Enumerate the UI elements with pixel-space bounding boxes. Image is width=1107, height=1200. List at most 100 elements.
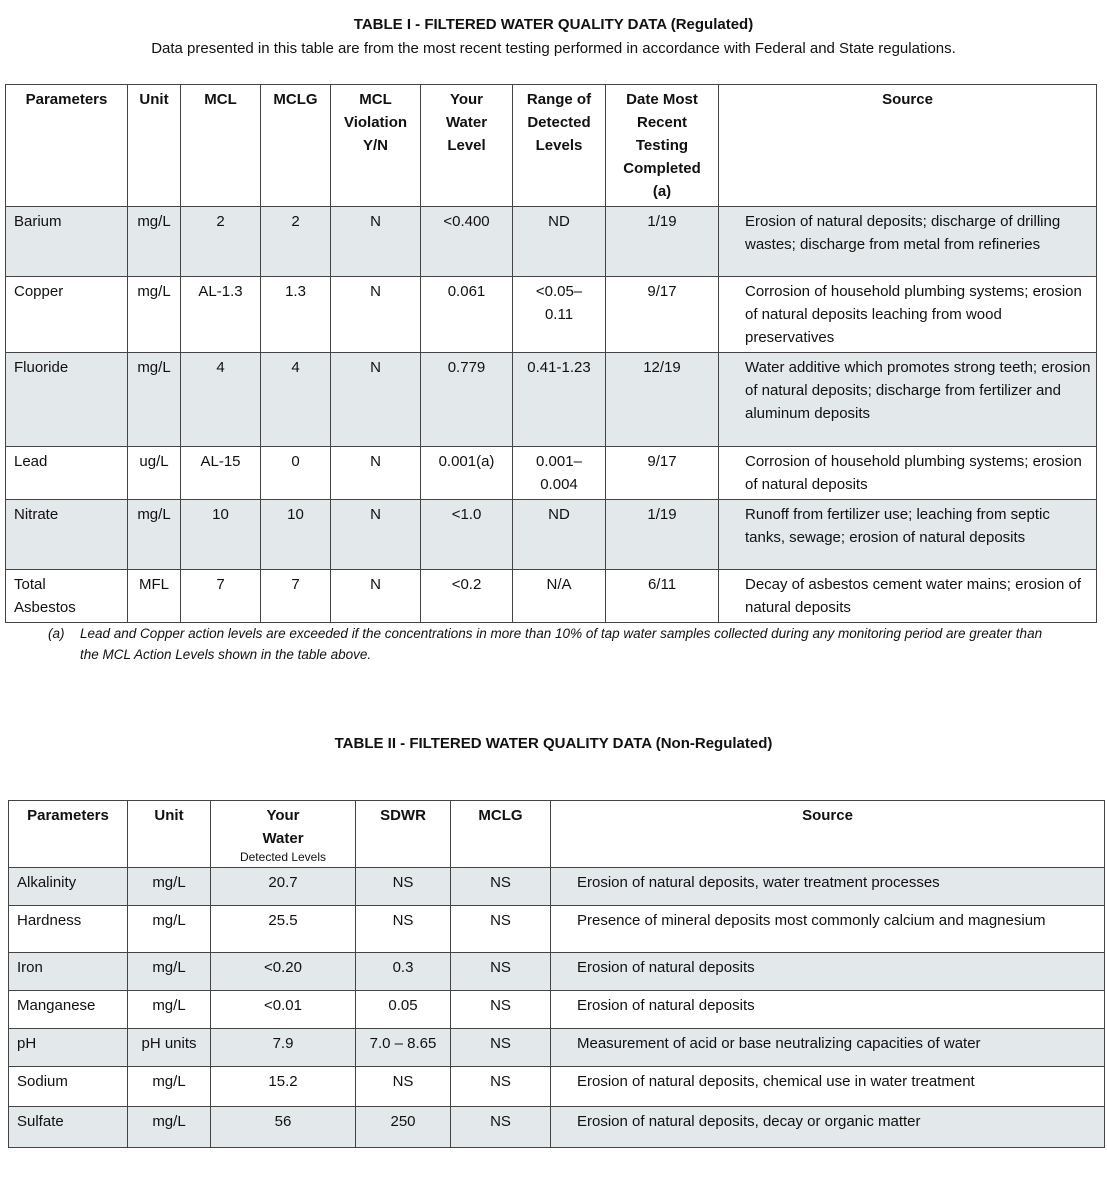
cell-your-water-level: <1.0 xyxy=(420,499,513,570)
cell-unit: mg/L xyxy=(127,905,211,953)
header-your-water-sublabel: Detected Levels xyxy=(239,850,327,864)
table-row: Total Asbestos MFL 7 7 N <0.2 N/A 6/11 Decay of … xyxy=(5,569,1097,623)
cell-parameters: Hardness xyxy=(8,905,128,953)
cell-your-water: 20.7 xyxy=(210,867,356,906)
cell-mcl: 7 xyxy=(180,569,261,623)
table-row: Alkalinity mg/L 20.7 NS NS Erosion of natural… xyxy=(8,867,1105,906)
cell-source: Runoff from fertilizer use; leaching fro… xyxy=(718,499,1097,570)
table2-title: TABLE II - FILTERED WATER QUALITY DATA (… xyxy=(334,735,773,752)
table1-title: TABLE I - FILTERED WATER QUALITY DATA (R… xyxy=(353,16,754,33)
footnote-text: Lead and Copper action levels are exceed… xyxy=(80,626,1043,662)
cell-mcl-violation: N xyxy=(330,569,421,623)
cell-source: Erosion of natural deposits xyxy=(550,952,1105,991)
header-sdwr: SDWR xyxy=(355,800,451,868)
cell-sdwr: 250 xyxy=(355,1106,451,1148)
cell-your-water-level: <0.2 xyxy=(420,569,513,623)
table-row: Copper mg/L AL-1.3 1.3 N 0.061 <0.05– 0.11 9/17… xyxy=(5,276,1097,353)
cell-mcl-violation: N xyxy=(330,446,421,500)
cell-unit: mg/L xyxy=(127,867,211,906)
cell-date-tested: 9/17 xyxy=(605,446,719,500)
cell-range-detected: <0.05– 0.11 xyxy=(512,276,606,353)
header-mcl: MCL xyxy=(180,84,261,207)
cell-your-water: 25.5 xyxy=(210,905,356,953)
cell-parameters: Fluoride xyxy=(5,352,128,447)
cell-mclg: NS xyxy=(450,990,551,1029)
cell-range-detected: ND xyxy=(512,499,606,570)
cell-mclg: NS xyxy=(450,905,551,953)
cell-your-water: 15.2 xyxy=(210,1066,356,1107)
footnote-marker: (a) xyxy=(48,626,65,641)
table-row: Hardness mg/L 25.5 NS NS Presence of mineral … xyxy=(8,905,1105,953)
cell-range-detected: ND xyxy=(512,206,606,277)
cell-mclg: 10 xyxy=(260,499,331,570)
cell-unit: mg/L xyxy=(127,1066,211,1107)
cell-sdwr: 0.3 xyxy=(355,952,451,991)
cell-source: Measurement of acid or base neutralizing… xyxy=(550,1028,1105,1067)
cell-unit: ug/L xyxy=(127,446,181,500)
cell-source: Erosion of natural deposits, chemical us… xyxy=(550,1066,1105,1107)
table-row: pH pH units 7.9 7.0 – 8.65 NS Measurement of … xyxy=(8,1028,1105,1067)
cell-mcl-violation: N xyxy=(330,276,421,353)
cell-source: Corrosion of household plumbing systems;… xyxy=(718,276,1097,353)
cell-sdwr: NS xyxy=(355,867,451,906)
cell-source: Erosion of natural deposits xyxy=(550,990,1105,1029)
cell-your-water-level: 0.001(a) xyxy=(420,446,513,500)
cell-unit: MFL xyxy=(127,569,181,623)
cell-mclg: NS xyxy=(450,952,551,991)
cell-range-detected: N/A xyxy=(512,569,606,623)
table-row: Nitrate mg/L 10 10 N <1.0 ND 1/19 Runoff from fe… xyxy=(5,499,1097,570)
cell-mclg: NS xyxy=(450,867,551,906)
cell-mclg: 1.3 xyxy=(260,276,331,353)
cell-your-water-level: 0.779 xyxy=(420,352,513,447)
header-source: Source xyxy=(550,800,1105,868)
cell-source: Corrosion of household plumbing systems;… xyxy=(718,446,1097,500)
header-mclg: MCLG xyxy=(260,84,331,207)
cell-your-water: <0.01 xyxy=(210,990,356,1029)
cell-mclg: 0 xyxy=(260,446,331,500)
cell-unit: mg/L xyxy=(127,352,181,447)
cell-your-water-level: 0.061 xyxy=(420,276,513,353)
cell-parameters: Lead xyxy=(5,446,128,500)
cell-mcl: 4 xyxy=(180,352,261,447)
cell-sdwr: 0.05 xyxy=(355,990,451,1029)
cell-mclg: NS xyxy=(450,1028,551,1067)
header-mcl-violation: MCL Violation Y/N xyxy=(330,84,421,207)
cell-source: Erosion of natural deposits; discharge o… xyxy=(718,206,1097,277)
header-your-water-level: Your Water Level xyxy=(420,84,513,207)
cell-date-tested: 1/19 xyxy=(605,206,719,277)
cell-source: Water additive which promotes strong tee… xyxy=(718,352,1097,447)
table-row: Barium mg/L 2 2 N <0.400 ND 1/19 Erosion of natu… xyxy=(5,206,1097,277)
cell-sdwr: NS xyxy=(355,1066,451,1107)
cell-parameters: Sodium xyxy=(8,1066,128,1107)
cell-source: Erosion of natural deposits, water treat… xyxy=(550,867,1105,906)
header-date-tested: Date Most Recent Testing Completed (a) xyxy=(605,84,719,207)
cell-unit: mg/L xyxy=(127,276,181,353)
table-row: Lead ug/L AL-15 0 N 0.001(a) 0.001– 0.004 9/17 C… xyxy=(5,446,1097,500)
cell-mcl: 2 xyxy=(180,206,261,277)
cell-mcl: 10 xyxy=(180,499,261,570)
cell-date-tested: 12/19 xyxy=(605,352,719,447)
cell-range-detected: 0.41-1.23 xyxy=(512,352,606,447)
header-parameters: Parameters xyxy=(5,84,128,207)
cell-parameters: Barium xyxy=(5,206,128,277)
header-mclg: MCLG xyxy=(450,800,551,868)
cell-sdwr: 7.0 – 8.65 xyxy=(355,1028,451,1067)
cell-parameters: Manganese xyxy=(8,990,128,1029)
cell-unit: mg/L xyxy=(127,499,181,570)
header-unit: Unit xyxy=(127,800,211,868)
cell-mcl: AL-15 xyxy=(180,446,261,500)
cell-unit: pH units xyxy=(127,1028,211,1067)
cell-sdwr: NS xyxy=(355,905,451,953)
cell-mclg: 7 xyxy=(260,569,331,623)
header-source: Source xyxy=(718,84,1097,207)
cell-range-detected: 0.001– 0.004 xyxy=(512,446,606,500)
cell-mcl-violation: N xyxy=(330,499,421,570)
cell-date-tested: 1/19 xyxy=(605,499,719,570)
footnote: (a) Lead and Copper action levels are ex… xyxy=(48,623,1048,665)
cell-unit: mg/L xyxy=(127,952,211,991)
cell-your-water: <0.20 xyxy=(210,952,356,991)
cell-parameters: Sulfate xyxy=(8,1106,128,1148)
cell-source: Decay of asbestos cement water mains; er… xyxy=(718,569,1097,623)
cell-source: Erosion of natural deposits, decay or or… xyxy=(550,1106,1105,1148)
cell-source: Presence of mineral deposits most common… xyxy=(550,905,1105,953)
